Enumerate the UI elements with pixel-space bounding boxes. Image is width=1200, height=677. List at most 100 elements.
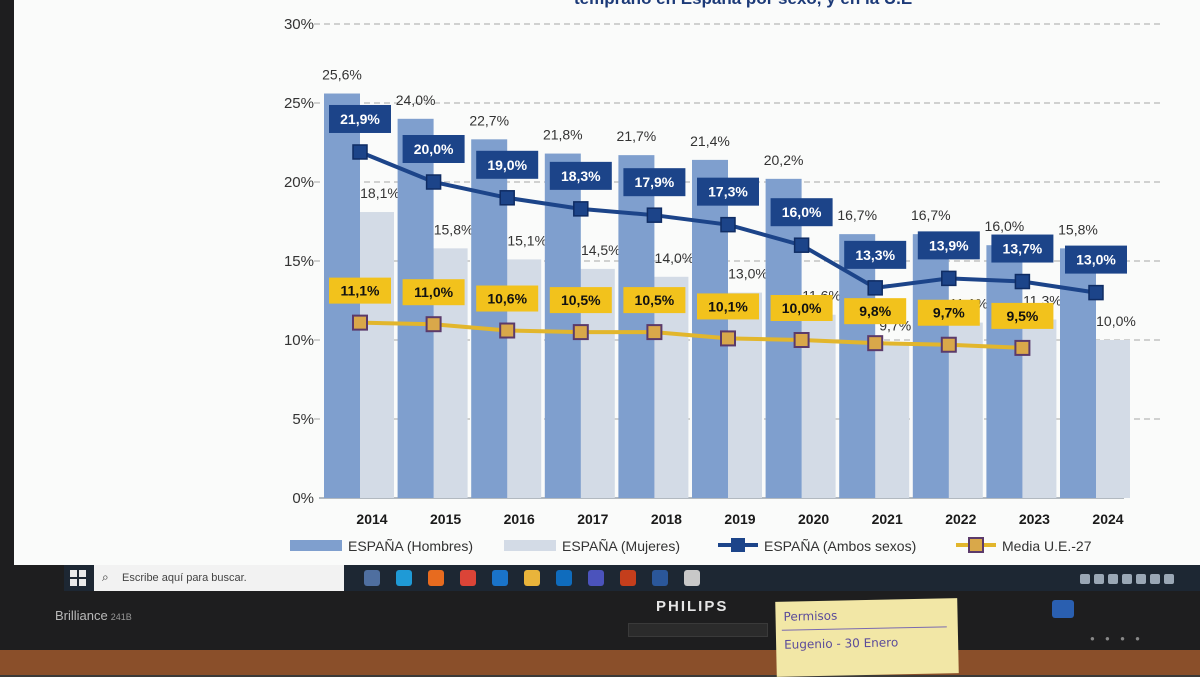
legend-label-ambos-sexos: ESPAÑA (Ambos sexos) (764, 538, 916, 554)
data-label-box-media-ue (917, 299, 980, 326)
data-label-box-media-ue (623, 287, 686, 314)
x-tick-label: 2015 (430, 511, 461, 527)
legend-swatch-hombres (290, 540, 342, 551)
monitor-power-bar (628, 623, 768, 637)
legend-swatch-mujeres (504, 540, 556, 551)
data-label-media-ue: 10,0% (782, 300, 822, 316)
y-tick-label: 25% (284, 95, 314, 112)
data-label-hombres: 21,4% (690, 133, 730, 149)
data-label-hombres: 21,7% (617, 128, 657, 144)
marker-ambos-sexos (1014, 273, 1031, 290)
data-label-mujeres: 18,1% (360, 185, 400, 201)
marker-media-ue (1014, 339, 1031, 356)
data-label-media-ue: 10,1% (708, 298, 748, 314)
y-tick-label: 20% (284, 174, 314, 191)
data-label-box-ambos-sexos (844, 240, 907, 269)
marker-ambos-sexos (352, 144, 368, 160)
taskbar-search-input[interactable]: ⌕ Escribe aquí para buscar. (94, 565, 344, 591)
data-label-mujeres: 14,0% (655, 250, 695, 266)
data-label-ambos-sexos: 21,9% (340, 111, 380, 127)
data-label-box-ambos-sexos (476, 150, 539, 179)
data-label-box-media-ue (329, 277, 391, 304)
legend-label-mujeres: ESPAÑA (Mujeres) (562, 538, 680, 554)
bar-mujeres (652, 276, 689, 498)
windows-taskbar: ⌕ Escribe aquí para buscar. (64, 565, 1200, 591)
x-tick-label: 2014 (356, 511, 387, 527)
data-label-mujeres: 15,1% (507, 232, 547, 248)
legend-marker-media-ue (968, 537, 984, 553)
marker-media-ue (499, 322, 516, 339)
marker-ambos-sexos (425, 174, 442, 190)
bar-hombres (839, 234, 876, 498)
chart: 0% 5% 10% 15% 20% 25% 30% 2014 25,6% 18,1% 2015 24,… (284, 16, 1164, 554)
taskbar-app-icon[interactable] (492, 570, 508, 586)
data-label-mujeres: 10,0% (1096, 313, 1136, 329)
monitor-brand-label: Brilliance 241B (55, 608, 132, 623)
x-tick-label: 2016 (504, 511, 535, 527)
taskbar-app-icon[interactable] (428, 570, 444, 586)
data-label-ambos-sexos: 13,3% (855, 247, 895, 263)
data-label-hombres: 22,7% (469, 112, 509, 128)
taskbar-app-icon[interactable] (652, 570, 668, 586)
marker-media-ue (867, 335, 884, 352)
marker-ambos-sexos (646, 207, 663, 223)
taskbar-app-icon[interactable] (684, 570, 700, 586)
data-label-ambos-sexos: 19,0% (487, 157, 527, 173)
data-label-media-ue: 11,1% (341, 283, 380, 299)
data-label-box-media-ue (697, 293, 759, 320)
chart-title: temprano en España por sexo, y en la U.E (574, 0, 912, 9)
y-tick-label: 30% (284, 16, 314, 33)
marker-media-ue (793, 332, 810, 348)
bar-mujeres (1094, 340, 1130, 498)
taskbar-app-icon[interactable] (460, 570, 476, 586)
data-label-ambos-sexos: 17,9% (635, 174, 675, 190)
data-label-box-ambos-sexos (549, 161, 612, 190)
data-label-ambos-sexos: 18,3% (561, 168, 601, 184)
x-tick-label: 2023 (1019, 511, 1050, 527)
data-label-ambos-sexos: 13,0% (1076, 252, 1116, 268)
bar-mujeres (873, 344, 910, 498)
legend-marker-ambos-sexos (731, 538, 745, 552)
windows-start-icon[interactable] (70, 570, 86, 586)
search-icon: ⌕ (102, 570, 109, 584)
y-tick-label: 15% (284, 253, 314, 270)
energy-star-icon (1052, 600, 1074, 618)
marker-ambos-sexos (793, 237, 810, 253)
data-label-hombres: 21,8% (543, 127, 583, 143)
x-tick-label: 2018 (651, 511, 682, 527)
x-tick-label: 2022 (945, 511, 976, 527)
data-label-box-media-ue (402, 279, 465, 306)
brand-name: Brilliance (55, 608, 108, 623)
data-label-hombres: 15,8% (1058, 221, 1098, 237)
marker-media-ue (720, 330, 736, 347)
data-label-hombres: 16,7% (911, 207, 951, 223)
data-label-media-ue: 9,7% (933, 305, 965, 321)
y-tick-label: 5% (292, 411, 314, 428)
x-tick-label: 2019 (724, 511, 755, 527)
taskbar-app-icon[interactable] (556, 570, 572, 586)
data-label-box-media-ue (844, 298, 907, 325)
data-label-box-ambos-sexos (623, 168, 686, 197)
legend-label-hombres: ESPAÑA (Hombres) (348, 538, 473, 554)
data-label-media-ue: 10,6% (487, 291, 527, 307)
data-label-mujeres: 13,0% (728, 266, 768, 282)
taskbar-app-icon[interactable] (396, 570, 412, 586)
taskbar-app-icon[interactable] (588, 570, 604, 586)
data-label-hombres: 20,2% (764, 152, 804, 168)
bar-mujeres (726, 292, 762, 498)
taskbar-app-icon[interactable] (620, 570, 636, 586)
system-tray[interactable] (1080, 571, 1190, 585)
taskbar-app-icon[interactable] (364, 570, 380, 586)
data-label-hombres: 25,6% (322, 67, 362, 83)
data-label-media-ue: 9,8% (859, 303, 891, 319)
data-label-box-ambos-sexos (991, 234, 1054, 263)
marker-media-ue (425, 316, 442, 333)
monitor-control-buttons[interactable]: ● ● ● ● (1090, 634, 1144, 643)
marker-ambos-sexos (720, 216, 736, 233)
marker-media-ue (352, 314, 368, 331)
marker-ambos-sexos (573, 201, 589, 217)
legend-label-media-ue: Media U.E.-27 (1002, 538, 1092, 554)
taskbar-app-icon[interactable] (524, 570, 540, 586)
sticky-note-line-2: Eugenio - 30 Enero (783, 635, 899, 652)
sticky-note: Permisos Eugenio - 30 Enero (775, 598, 959, 677)
